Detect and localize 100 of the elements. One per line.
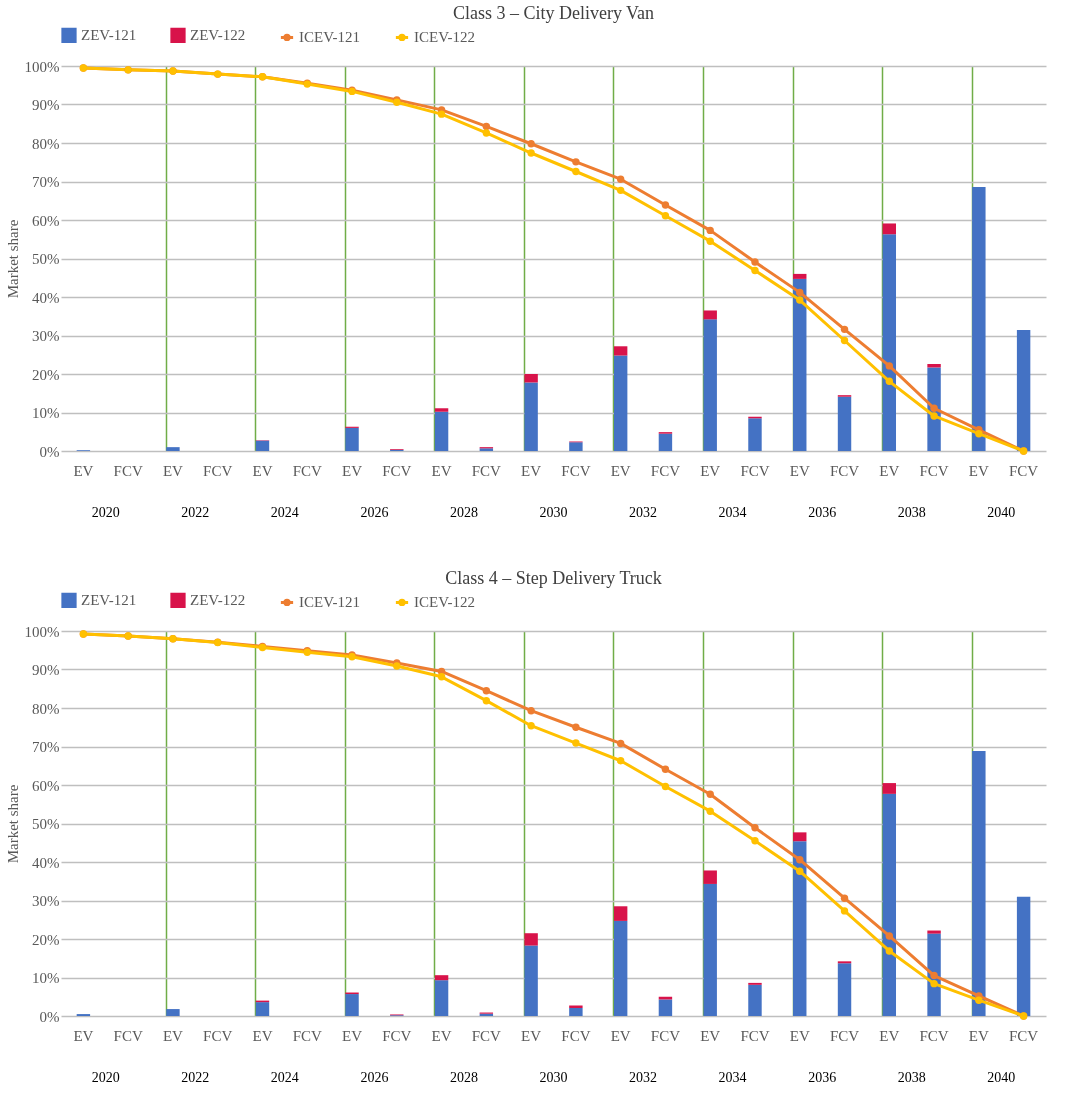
text: 2040 (987, 505, 1016, 520)
bar (524, 374, 538, 383)
x-tick-label: FCV (650, 1027, 681, 1044)
x-tick-label: EV (73, 462, 94, 479)
bar (793, 273, 807, 279)
point (751, 837, 759, 845)
x-tick-label: EV (610, 1027, 631, 1044)
x-tick-label: FCV (561, 462, 591, 479)
bar (345, 427, 359, 451)
x-tick-label: EV (521, 462, 542, 479)
bar (1016, 330, 1031, 451)
y-tick-label: 70% (32, 174, 60, 190)
y-tick-label: 10% (32, 405, 60, 421)
point (661, 201, 670, 209)
bar (703, 310, 717, 320)
x-tick-label: FCV (561, 1027, 591, 1044)
bar (434, 980, 449, 1016)
legend-label: ICEV-121 (299, 594, 361, 611)
bar (569, 1007, 583, 1016)
x-tick-label: EV (252, 462, 273, 479)
bar (882, 793, 897, 1016)
text: 2038 (897, 1070, 926, 1085)
point (975, 996, 983, 1004)
bar (972, 751, 986, 1016)
bar (569, 442, 583, 451)
point (885, 362, 893, 370)
y-tick-label: 80% (32, 700, 60, 717)
text: 2020 (91, 1070, 120, 1085)
text: 2022 (181, 1070, 210, 1085)
x-tick-label: FCV (292, 462, 322, 479)
text: 2028 (449, 1070, 478, 1085)
point (482, 686, 491, 695)
point (661, 782, 670, 791)
x-tick-label: EV (879, 1027, 900, 1044)
bar (837, 396, 852, 451)
point (437, 110, 446, 118)
point (616, 739, 625, 748)
bar (658, 999, 673, 1016)
point (661, 212, 670, 220)
point (572, 723, 580, 731)
bar (972, 186, 986, 451)
x-tick-label: FCV (1009, 1027, 1039, 1044)
point (661, 765, 670, 773)
bar (255, 440, 270, 451)
y-tick-label: 80% (32, 135, 60, 152)
bar (434, 975, 449, 981)
point (796, 867, 804, 875)
y-tick-label: 100% (24, 623, 60, 640)
x-tick-label: FCV (740, 462, 770, 479)
point (796, 855, 804, 864)
y-tick-label: 40% (32, 854, 60, 871)
bar (613, 906, 628, 921)
point (751, 258, 759, 266)
y-tick-label: 100% (24, 58, 60, 75)
point (930, 971, 938, 980)
text: 2026 (360, 1070, 389, 1085)
legend-label: ZEV-122 (190, 592, 246, 609)
x-tick-label: EV (73, 1027, 94, 1044)
legend-label: ZEV-122 (190, 27, 246, 44)
y-tick-label: 90% (32, 662, 60, 678)
bar (569, 1005, 583, 1008)
point (885, 932, 893, 940)
x-tick-label: FCV (113, 1027, 143, 1044)
point (796, 296, 804, 304)
point (885, 377, 893, 386)
bar (793, 832, 807, 842)
y-axis-title: Market share (4, 219, 21, 299)
x-tick-label: EV (431, 462, 452, 479)
bar (613, 346, 628, 356)
point (840, 907, 849, 915)
x-tick-label: EV (700, 462, 721, 479)
point (706, 226, 714, 235)
text: 2024 (270, 1070, 299, 1085)
x-tick-label: FCV (740, 1027, 770, 1044)
y-tick-label: 30% (32, 328, 60, 344)
chart-title: Class 4 – Step Delivery Truck (445, 568, 662, 588)
bar (703, 319, 717, 451)
bar (166, 1009, 180, 1016)
x-tick-label: FCV (919, 462, 949, 479)
point (572, 158, 580, 166)
x-tick-label: EV (610, 462, 631, 479)
legend-label: ZEV-121 (81, 27, 137, 44)
point (706, 790, 714, 798)
point (840, 336, 849, 345)
x-tick-label: FCV (203, 462, 233, 479)
text: 2032 (629, 505, 658, 520)
bar (613, 355, 628, 451)
point (482, 129, 491, 137)
point (482, 696, 491, 705)
point (572, 739, 580, 747)
text: 2036 (808, 505, 837, 520)
point (930, 979, 938, 988)
x-tick-label: EV (162, 462, 184, 479)
bar (255, 1002, 270, 1016)
y-tick-label: 50% (32, 816, 60, 832)
text: 2030 (539, 505, 568, 520)
point (527, 706, 535, 715)
x-tick-label: EV (521, 1027, 542, 1044)
x-tick-label: FCV (650, 462, 681, 479)
point (527, 722, 535, 730)
